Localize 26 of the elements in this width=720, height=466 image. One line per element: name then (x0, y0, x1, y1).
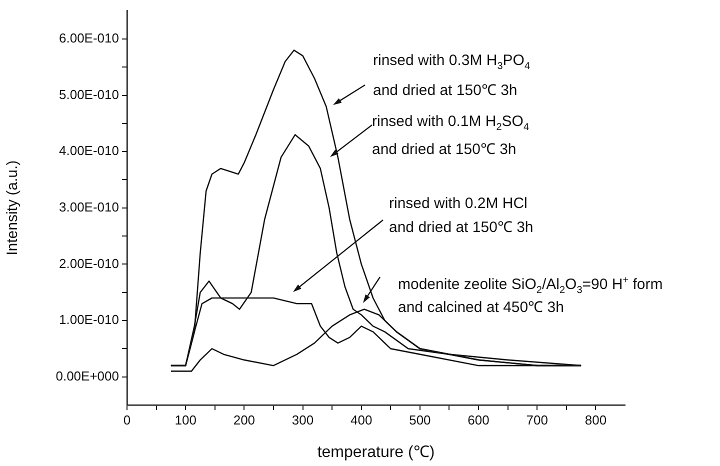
text: modenite zeolite SiO$_{2}$/Al$_{2}$O$_{3}$=90 H$^{+}$ form (398, 275, 663, 296)
annotation: rinsed with 0.3M H$_{3}$PO$_{4}$ (373, 51, 530, 74)
x-tick-label: 500 (409, 412, 431, 428)
y-tick-label: 0.00E+000 (56, 368, 119, 384)
annotation: and calcined at 450℃ 3h (398, 299, 564, 316)
y-axis-title: Intensity (a.u.) (4, 160, 22, 256)
y-tick-label: 4.00E-010 (59, 143, 119, 158)
y-tick-label: 5.00E-010 (59, 86, 119, 102)
x-tick-label: 200 (233, 412, 256, 428)
x-tick-label: 0 (123, 412, 131, 428)
x-tick-label: 600 (468, 412, 490, 428)
annotation: and dried at 150℃ 3h (389, 218, 534, 238)
y-tick-label: 1.00E-010 (59, 312, 119, 328)
x-tick-label: 800 (584, 412, 607, 428)
x-tick-label: 100 (174, 412, 196, 428)
annotation: rinsed with 0.2M HCl (389, 194, 528, 214)
x-axis-title: temperature (℃) (317, 444, 435, 461)
x-tick-label: 700 (526, 412, 548, 428)
annotation: and dried at 150℃ 3h (373, 81, 518, 101)
y-tick-label: 2.00E-010 (59, 256, 119, 271)
annotation: rinsed with 0.1M H$_{2}$SO$_{4}$ (372, 112, 530, 135)
x-tick-label: 300 (292, 412, 314, 428)
y-tick-label: 6.00E-010 (59, 30, 119, 46)
y-tick-label: 3.00E-010 (59, 199, 119, 214)
x-tick-label: 400 (350, 412, 372, 428)
annotation: and dried at 150℃ 3h (372, 140, 516, 160)
